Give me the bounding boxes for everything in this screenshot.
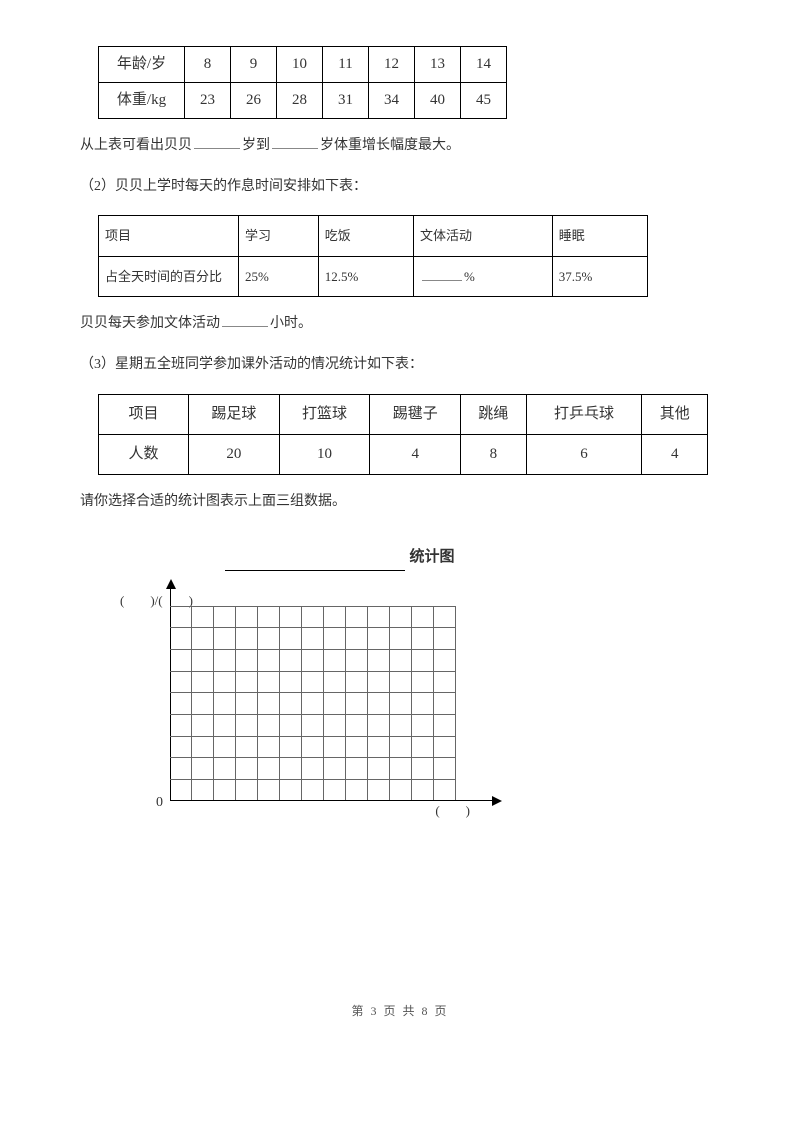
blank-field[interactable] [272,135,318,149]
t3-cell: 踢毽子 [370,394,461,434]
t2-cell: 25% [239,256,319,296]
t2-cell: 占全天时间的百分比 [99,256,239,296]
page-footer: 第 3 页 共 8 页 [80,1001,720,1023]
t1-r1-label: 年龄/岁 [99,47,185,83]
blank-field[interactable] [194,135,240,149]
t2-cell-blank: % [414,256,553,296]
t2-cell: 12.5% [318,256,413,296]
t1-cell: 28 [277,83,323,119]
t2-cell: 37.5% [552,256,647,296]
t3-cell: 项目 [99,394,189,434]
t1-r2-label: 体重/kg [99,83,185,119]
t3-cell: 人数 [99,434,189,474]
x-axis-label: ( ) [435,799,470,822]
heading-2: （2）贝贝上学时每天的作息时间安排如下表： [80,174,720,199]
t3-cell: 打乒乓球 [526,394,642,434]
t3-cell: 10 [279,434,370,474]
t1-cell: 12 [369,47,415,83]
blank-field[interactable] [222,313,268,327]
t1-cell: 23 [185,83,231,119]
text-fragment: 贝贝每天参加文体活动 [80,316,220,331]
footer-frag: 页 [435,1004,449,1018]
t1-cell: 14 [461,47,507,83]
t3-cell: 4 [642,434,708,474]
t3-cell: 踢足球 [189,394,280,434]
text-fragment: 岁体重增长幅度最大。 [320,138,460,153]
footer-page-total: 8 [422,1004,430,1018]
heading-3: （3）星期五全班同学参加课外活动的情况统计如下表： [80,352,720,377]
t1-cell: 34 [369,83,415,119]
blank-field[interactable] [422,267,462,281]
footer-page-current: 3 [370,1004,378,1018]
t1-cell: 31 [323,83,369,119]
sentence-1: 从上表可看出贝贝 岁到 岁体重增长幅度最大。 [80,133,720,158]
origin-label: 0 [156,790,163,815]
t1-cell: 9 [231,47,277,83]
text-fragment: 岁到 [242,138,270,153]
chart-title-blank[interactable] [225,557,405,571]
t1-cell: 45 [461,83,507,119]
t3-cell: 打篮球 [279,394,370,434]
footer-frag: 页 共 [383,1004,416,1018]
sentence-2: 贝贝每天参加文体活动 小时。 [80,311,720,336]
t2-cell: 文体活动 [414,216,553,256]
footer-frag: 第 [351,1004,365,1018]
t3-cell: 20 [189,434,280,474]
text-fragment: 小时。 [270,316,312,331]
schedule-table: 项目 学习 吃饭 文体活动 睡眠 占全天时间的百分比 25% 12.5% % 3… [98,215,648,297]
t1-cell: 11 [323,47,369,83]
t1-cell: 13 [415,47,461,83]
t1-cell: 8 [185,47,231,83]
blank-chart: 统计图 ( )/( ) 0 ( ) [120,544,500,831]
instruction: 请你选择合适的统计图表示上面三组数据。 [80,489,720,514]
t1-cell: 40 [415,83,461,119]
chart-title-suffix: 统计图 [409,549,454,565]
t2-cell: 吃饭 [318,216,413,256]
t2-cell: 项目 [99,216,239,256]
t3-cell: 4 [370,434,461,474]
t2-cell: 学习 [239,216,319,256]
text-fragment: 从上表可看出贝贝 [80,138,192,153]
age-weight-table: 年龄/岁 8 9 10 11 12 13 14 体重/kg 23 26 28 3… [98,46,507,119]
t3-cell: 8 [461,434,527,474]
t3-cell: 6 [526,434,642,474]
percent-suffix: % [464,269,475,284]
t3-cell: 其他 [642,394,708,434]
chart-title: 统计图 [180,544,500,571]
t1-cell: 26 [231,83,277,119]
t1-cell: 10 [277,47,323,83]
activity-table: 项目 踢足球 打篮球 踢毽子 跳绳 打乒乓球 其他 人数 20 10 4 8 6… [98,394,708,475]
t2-cell: 睡眠 [552,216,647,256]
chart-grid [170,606,456,801]
t3-cell: 跳绳 [461,394,527,434]
